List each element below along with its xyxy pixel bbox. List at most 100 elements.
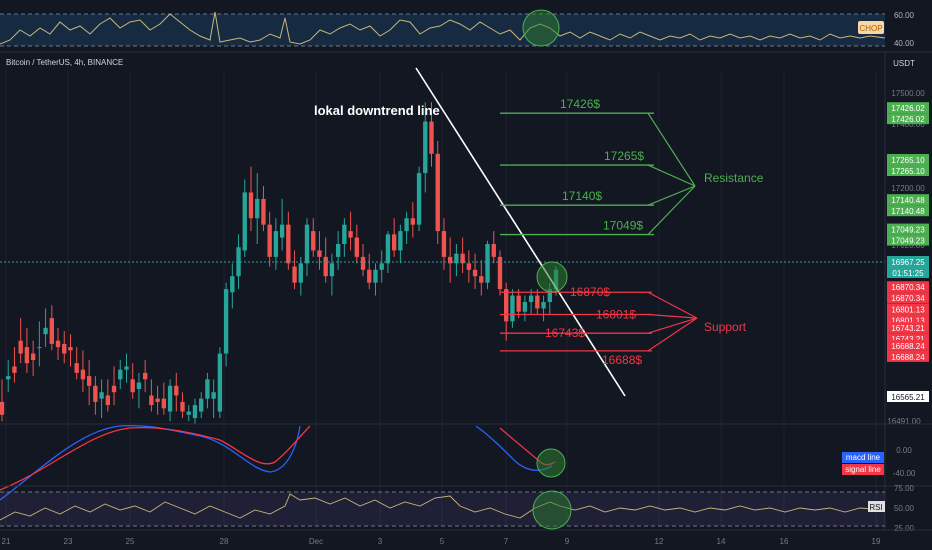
chop-pane: CHOP 60.00 40.00 xyxy=(0,9,915,48)
candle-body xyxy=(479,276,484,283)
candle-body xyxy=(541,302,546,309)
candle-body xyxy=(379,263,384,270)
candle-body xyxy=(528,295,534,302)
time-tick-label: 7 xyxy=(504,537,509,546)
time-tick-label: 19 xyxy=(872,537,881,546)
candle-body xyxy=(360,256,366,270)
chop-tick-60: 60.00 xyxy=(894,11,915,20)
currency-label: USDT xyxy=(893,59,915,68)
candle-body xyxy=(0,401,5,415)
resistance-pointer xyxy=(647,185,696,206)
candle-body xyxy=(485,244,490,283)
support-price-tag: 16801.13 xyxy=(891,317,925,326)
resistance-price-tag: 17265.10 xyxy=(891,156,925,165)
time-axis: 21 23 25 28 Dec 3 5 7 9 12 14 16 19 xyxy=(0,529,932,546)
resistance-level-label: 17049$ xyxy=(603,219,643,233)
price-tick-16491: 16491.00 xyxy=(887,417,921,426)
candle-body xyxy=(385,234,391,264)
resistance-price-tag-box xyxy=(887,223,929,235)
price-tick-17200: 17200.00 xyxy=(891,184,925,193)
candle-body xyxy=(398,231,403,251)
candle-body xyxy=(111,385,117,393)
candle-body xyxy=(174,385,179,396)
candle-body xyxy=(311,231,316,251)
resistance-annotations: 17426$ 17265$ 17140$ 17049$ xyxy=(500,97,696,236)
resistance-price-tag: 17140.48 xyxy=(891,196,925,205)
candle-body xyxy=(404,218,409,232)
resistance-price-tag: 17049.23 xyxy=(891,237,925,246)
candle-body xyxy=(155,398,160,402)
candle-body xyxy=(86,376,92,386)
candle-body xyxy=(136,382,142,389)
chop-line xyxy=(0,11,886,45)
resistance-price-tag-box xyxy=(887,113,929,125)
resistance-price-tag: 17426.02 xyxy=(891,115,925,124)
candle-body xyxy=(497,256,503,290)
rsi-highlight-circle xyxy=(532,490,572,530)
support-pointer xyxy=(647,317,698,352)
rsi-line xyxy=(0,493,886,521)
chop-band xyxy=(0,14,885,46)
countdown-tag: 01:51:25 xyxy=(892,269,924,278)
candle-body xyxy=(286,224,291,264)
candle-body xyxy=(535,295,540,309)
price-pane: lokal downtrend line 17426$17265$17140$1… xyxy=(0,58,885,526)
candle-body xyxy=(354,237,359,257)
support-price-tag: 16870.34 xyxy=(891,283,925,292)
resistance-price-tag-box xyxy=(887,194,929,206)
rsi-tick-75: 75.00 xyxy=(894,484,915,493)
support-price-tag: 16743.21 xyxy=(891,335,925,344)
support-price-tag-box xyxy=(887,339,929,351)
candle-body xyxy=(391,234,397,251)
rsi-tick-50: 50.00 xyxy=(894,504,915,513)
current-price-tag: 16967.25 xyxy=(891,258,925,267)
candle-body xyxy=(161,398,167,409)
support-price-tag-box xyxy=(887,350,929,362)
support-price-tag: 16688.24 xyxy=(891,342,925,351)
candle-body xyxy=(429,121,434,154)
signal-label-box xyxy=(842,464,884,475)
support-price-tag-box xyxy=(887,281,929,293)
symbol-title: Bitcoin / TetherUS, 4h, BINANCE xyxy=(6,58,123,67)
macd-label-box xyxy=(842,452,884,463)
trendline-label: lokal downtrend line xyxy=(314,103,440,118)
candle-body xyxy=(186,411,191,415)
candle-body xyxy=(49,318,54,344)
candle-body xyxy=(199,398,204,412)
support-level-label: 16743$ xyxy=(545,326,585,340)
support-price-tag-box xyxy=(887,292,929,304)
support-level-label: 16870$ xyxy=(570,285,610,299)
candle-body xyxy=(43,327,48,335)
chop-label: CHOP xyxy=(859,24,882,33)
countdown-box xyxy=(887,267,929,278)
resistance-level-label: 17426$ xyxy=(560,97,600,111)
candle-body xyxy=(292,266,297,283)
candle-body xyxy=(342,224,347,244)
candle-body xyxy=(12,366,17,373)
resistance-price-tag-box xyxy=(887,165,929,177)
candle-body xyxy=(441,231,447,257)
resistance-level-label: 17265$ xyxy=(604,149,644,163)
candle-body xyxy=(230,276,235,293)
time-tick-label: 14 xyxy=(717,537,726,546)
candle-body xyxy=(335,244,341,257)
candle-body xyxy=(118,369,123,380)
rsi-label: RSI xyxy=(869,503,882,512)
support-price-tag: 16688.24 xyxy=(891,353,925,362)
time-tick-label: 16 xyxy=(780,537,789,546)
candle-body xyxy=(192,405,198,418)
candle-body xyxy=(317,250,322,257)
time-tick-label: 21 xyxy=(2,537,11,546)
support-price-tag: 16870.34 xyxy=(891,294,925,303)
price-tick-17400: 17400.00 xyxy=(891,120,925,129)
time-tick-label: 9 xyxy=(565,537,570,546)
candle-body xyxy=(510,295,515,322)
candle-body xyxy=(267,224,272,257)
candle-body xyxy=(261,198,266,225)
candle-body xyxy=(373,269,378,283)
support-price-tag: 16743.21 xyxy=(891,324,925,333)
candle-body xyxy=(167,385,173,412)
chop-label-box xyxy=(858,21,884,34)
rsi-tick-25: 25.00 xyxy=(894,524,915,533)
signal-curve xyxy=(0,425,311,491)
